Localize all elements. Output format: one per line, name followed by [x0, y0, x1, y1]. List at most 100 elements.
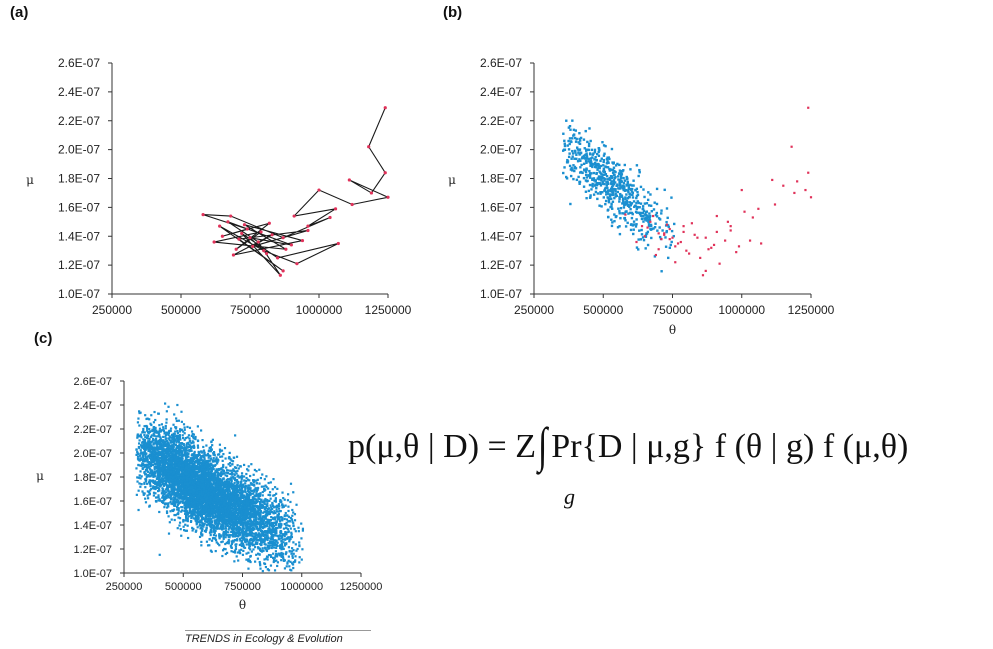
- trace-point: [671, 236, 674, 239]
- sample-point: [235, 455, 239, 458]
- sample-point: [670, 196, 673, 199]
- sample-point: [295, 549, 298, 552]
- sample-point: [203, 452, 206, 456]
- sample-point: [582, 162, 586, 165]
- sample-point: [627, 212, 630, 215]
- sample-point: [234, 506, 237, 509]
- sample-point: [606, 209, 609, 212]
- sample-point: [597, 154, 601, 157]
- sample-point: [187, 515, 190, 518]
- sample-point: [584, 173, 588, 176]
- sample-point: [150, 461, 153, 464]
- sample-point: [223, 446, 227, 450]
- sample-point: [160, 473, 163, 476]
- trace-point: [726, 220, 729, 223]
- sample-point: [162, 428, 165, 431]
- sample-point: [565, 119, 568, 122]
- trace-point: [760, 242, 763, 245]
- sample-point: [156, 481, 159, 484]
- sample-point: [618, 196, 621, 199]
- sample-point: [169, 494, 172, 497]
- sample-point: [272, 478, 275, 481]
- sample-point: [185, 491, 189, 494]
- sample-point: [598, 170, 601, 173]
- sample-point: [178, 517, 182, 520]
- sample-point: [606, 166, 610, 169]
- sample-point: [257, 552, 260, 555]
- sample-point: [649, 227, 652, 231]
- sample-point: [209, 457, 212, 460]
- sample-point: [220, 525, 223, 528]
- sample-point: [595, 159, 598, 162]
- sample-point: [669, 243, 672, 247]
- sample-point: [579, 136, 583, 140]
- sample-point: [264, 546, 267, 550]
- sample-point: [255, 489, 258, 493]
- trace-point: [804, 188, 807, 192]
- sample-point: [271, 544, 274, 548]
- sample-point: [264, 522, 267, 525]
- sample-point: [566, 158, 569, 162]
- sample-point: [593, 162, 597, 166]
- sample-point: [234, 434, 237, 437]
- sample-point: [150, 434, 153, 437]
- sample-point: [300, 537, 303, 540]
- sample-point: [585, 168, 588, 171]
- sample-point: [162, 478, 165, 481]
- sample-point: [630, 216, 634, 220]
- sample-point: [154, 487, 157, 491]
- y-tick-label: 1.8E-07: [58, 172, 100, 186]
- sample-point: [211, 438, 214, 441]
- y-tick-label: 2.4E-07: [480, 85, 522, 99]
- sample-point: [215, 507, 219, 511]
- sample-point: [183, 428, 186, 431]
- sample-point: [218, 534, 221, 537]
- sample-point: [214, 537, 217, 540]
- sample-point: [190, 516, 193, 520]
- sample-point: [597, 175, 601, 178]
- sample-point: [242, 549, 245, 553]
- sample-point: [147, 474, 150, 477]
- sample-point: [615, 194, 619, 197]
- sample-point: [220, 535, 223, 538]
- sample-point: [279, 498, 282, 502]
- sample-point: [236, 504, 239, 507]
- y-tick-label: 2.4E-07: [73, 400, 112, 412]
- sample-point: [162, 426, 165, 429]
- sample-point: [642, 188, 645, 191]
- sample-point: [584, 149, 588, 152]
- sample-point: [294, 555, 297, 558]
- trace-point: [807, 171, 810, 174]
- y-tick-label: 2.2E-07: [480, 114, 522, 128]
- sample-point: [652, 227, 655, 230]
- sample-point: [636, 206, 639, 209]
- sample-point: [233, 560, 236, 563]
- sample-point: [254, 495, 258, 498]
- sample-point: [185, 442, 188, 445]
- sample-point: [277, 507, 281, 510]
- sample-point: [218, 544, 221, 547]
- sample-point: [610, 197, 613, 201]
- sample-point: [611, 193, 615, 197]
- sample-point: [174, 438, 177, 441]
- y-tick-label: 2.6E-07: [480, 56, 522, 70]
- sample-point: [644, 234, 648, 237]
- sample-point: [278, 524, 281, 527]
- sample-point: [591, 162, 594, 166]
- sample-point: [616, 226, 620, 229]
- sample-point: [624, 219, 627, 222]
- sample-point: [175, 436, 178, 439]
- trace-point: [317, 188, 321, 192]
- sample-point: [623, 189, 627, 192]
- sample-point: [610, 185, 614, 189]
- sample-point: [248, 479, 251, 482]
- sample-point: [159, 499, 162, 502]
- sample-point: [269, 518, 273, 522]
- sample-point: [567, 139, 570, 143]
- sample-point: [610, 202, 613, 206]
- trace-point: [289, 243, 293, 247]
- sample-point: [196, 516, 199, 519]
- sample-point: [266, 529, 269, 532]
- trace-point: [242, 223, 247, 227]
- sample-point: [632, 228, 635, 231]
